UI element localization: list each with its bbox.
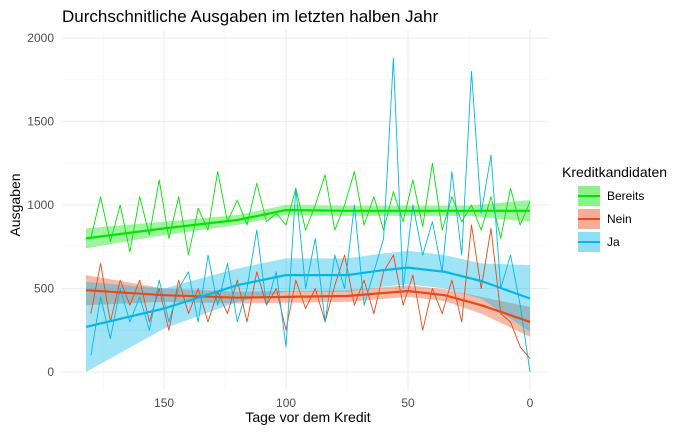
legend-item-nein: Nein [578,209,632,229]
legend-title: Kreditkandidaten [562,164,667,180]
raw-line-bereits [90,162,531,256]
trend-line-bereits [85,208,530,240]
x-axis-ticks: 150 100 50 0 [154,396,534,410]
legend-item-bereits: Bereits [578,186,644,206]
x-tick-label: 0 [527,396,534,410]
band-ja [86,250,530,372]
trend-line-nein [85,289,531,323]
x-axis-title: Tage vor dem Kredit [245,409,370,425]
trend-lines [85,208,531,328]
y-tick-label: 2000 [27,31,54,45]
y-axis-title: Ausgaben [7,173,23,236]
x-tick-label: 100 [276,396,296,410]
raw-line-ja [90,57,531,373]
legend-label: Nein [607,212,632,226]
x-tick-label: 150 [154,396,174,410]
y-tick-label: 1500 [27,115,54,129]
legend-label: Ja [607,235,620,249]
legend: Kreditkandidaten Bereits Nein Ja [562,164,667,252]
legend-label: Bereits [607,189,644,203]
legend-item-ja: Ja [578,232,620,252]
x-tick-label: 50 [401,396,415,410]
y-tick-label: 1000 [27,198,54,212]
y-tick-label: 0 [47,365,54,379]
y-axis-ticks: 0 500 1000 1500 2000 [27,31,54,379]
band-bereits [86,200,530,249]
y-tick-label: 500 [34,282,54,296]
trend-line-ja [85,266,531,328]
chart-title: Durchschnitliche Ausgaben im letzten hal… [62,7,438,26]
